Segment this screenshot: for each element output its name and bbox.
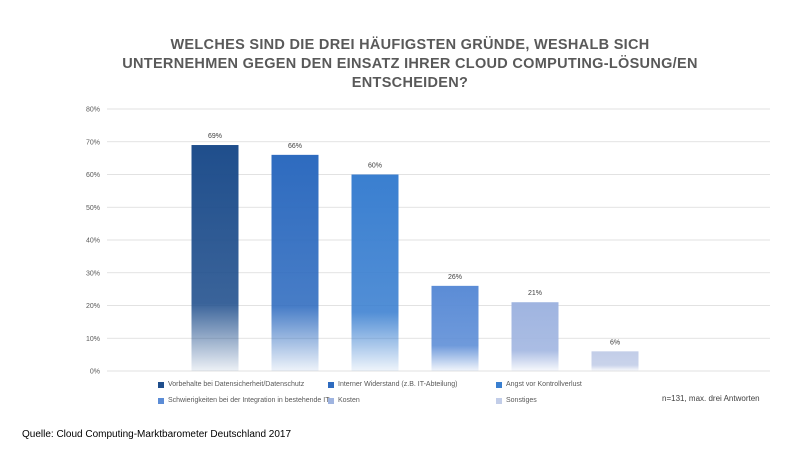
legend-item: Vorbehalte bei Datensicherheit/Datenschu… — [158, 381, 304, 388]
bar — [351, 174, 399, 371]
legend-swatch — [328, 381, 334, 388]
legend-label: Vorbehalte bei Datensicherheit/Datenschu… — [168, 381, 305, 388]
data-label: 69% — [208, 133, 222, 140]
sample-note: n=131, max. drei Antworten — [662, 394, 760, 403]
y-tick-label: 40% — [86, 238, 100, 245]
legend-swatch — [496, 397, 502, 404]
chart-title: WELCHES SIND DIE DREI HÄUFIGSTEN GRÜNDE,… — [90, 36, 730, 93]
legend-item: Interner Widerstand (z.B. IT-Abteilung) — [328, 381, 457, 388]
y-tick-label: 50% — [86, 205, 100, 212]
chart-title-line-3: ENTSCHEIDEN? — [351, 75, 469, 91]
data-label: 66% — [288, 143, 302, 150]
bar — [511, 302, 559, 371]
bar — [271, 154, 319, 371]
bar — [431, 285, 479, 371]
y-tick-label: 30% — [86, 270, 100, 277]
legend-label: Sonstiges — [506, 397, 537, 404]
bar — [191, 145, 239, 371]
legend-swatch — [496, 381, 502, 388]
chart-title-line-2: UNTERNEHMEN GEGEN DEN EINSATZ IHRER CLOU… — [122, 56, 698, 72]
legend-swatch — [158, 397, 164, 404]
chart-title-line-1: WELCHES SIND DIE DREI HÄUFIGSTEN GRÜNDE,… — [170, 37, 650, 53]
legend-item: Schwierigkeiten bei der Integration in b… — [158, 397, 330, 404]
legend-item: Angst vor Kontrollverlust — [496, 381, 582, 388]
legend-swatch — [158, 381, 164, 388]
data-label: 21% — [528, 290, 542, 297]
bar-chart: 0% 10% 20% 30% 40% 50% 60% 70% 80% 69% 66% 60% 26% 2… — [86, 107, 770, 376]
bars — [191, 145, 639, 371]
y-tick-label: 70% — [86, 139, 100, 146]
legend-swatch — [328, 397, 334, 404]
legend-label: Interner Widerstand (z.B. IT-Abteilung) — [338, 381, 458, 388]
y-tick-label: 20% — [86, 303, 100, 310]
legend-label: Schwierigkeiten bei der Integration in b… — [168, 397, 330, 404]
legend-label: Kosten — [338, 397, 360, 404]
y-tick-label: 0% — [90, 369, 100, 376]
legend-item: Sonstiges — [496, 397, 537, 404]
legend-item: Kosten — [328, 397, 360, 404]
y-tick-label: 60% — [86, 172, 100, 179]
y-tick-label: 10% — [86, 336, 100, 343]
data-labels: 69% 66% 60% 26% 21% 6% — [208, 133, 620, 346]
y-tick-label: 80% — [86, 107, 100, 114]
legend-label: Angst vor Kontrollverlust — [506, 381, 582, 388]
source-caption: Quelle: Cloud Computing-Marktbarometer D… — [22, 429, 292, 440]
data-label: 60% — [368, 163, 382, 170]
data-label: 6% — [610, 339, 620, 346]
bar — [591, 351, 639, 371]
data-label: 26% — [448, 274, 462, 281]
y-axis-ticks: 0% 10% 20% 30% 40% 50% 60% 70% 80% — [86, 107, 100, 376]
